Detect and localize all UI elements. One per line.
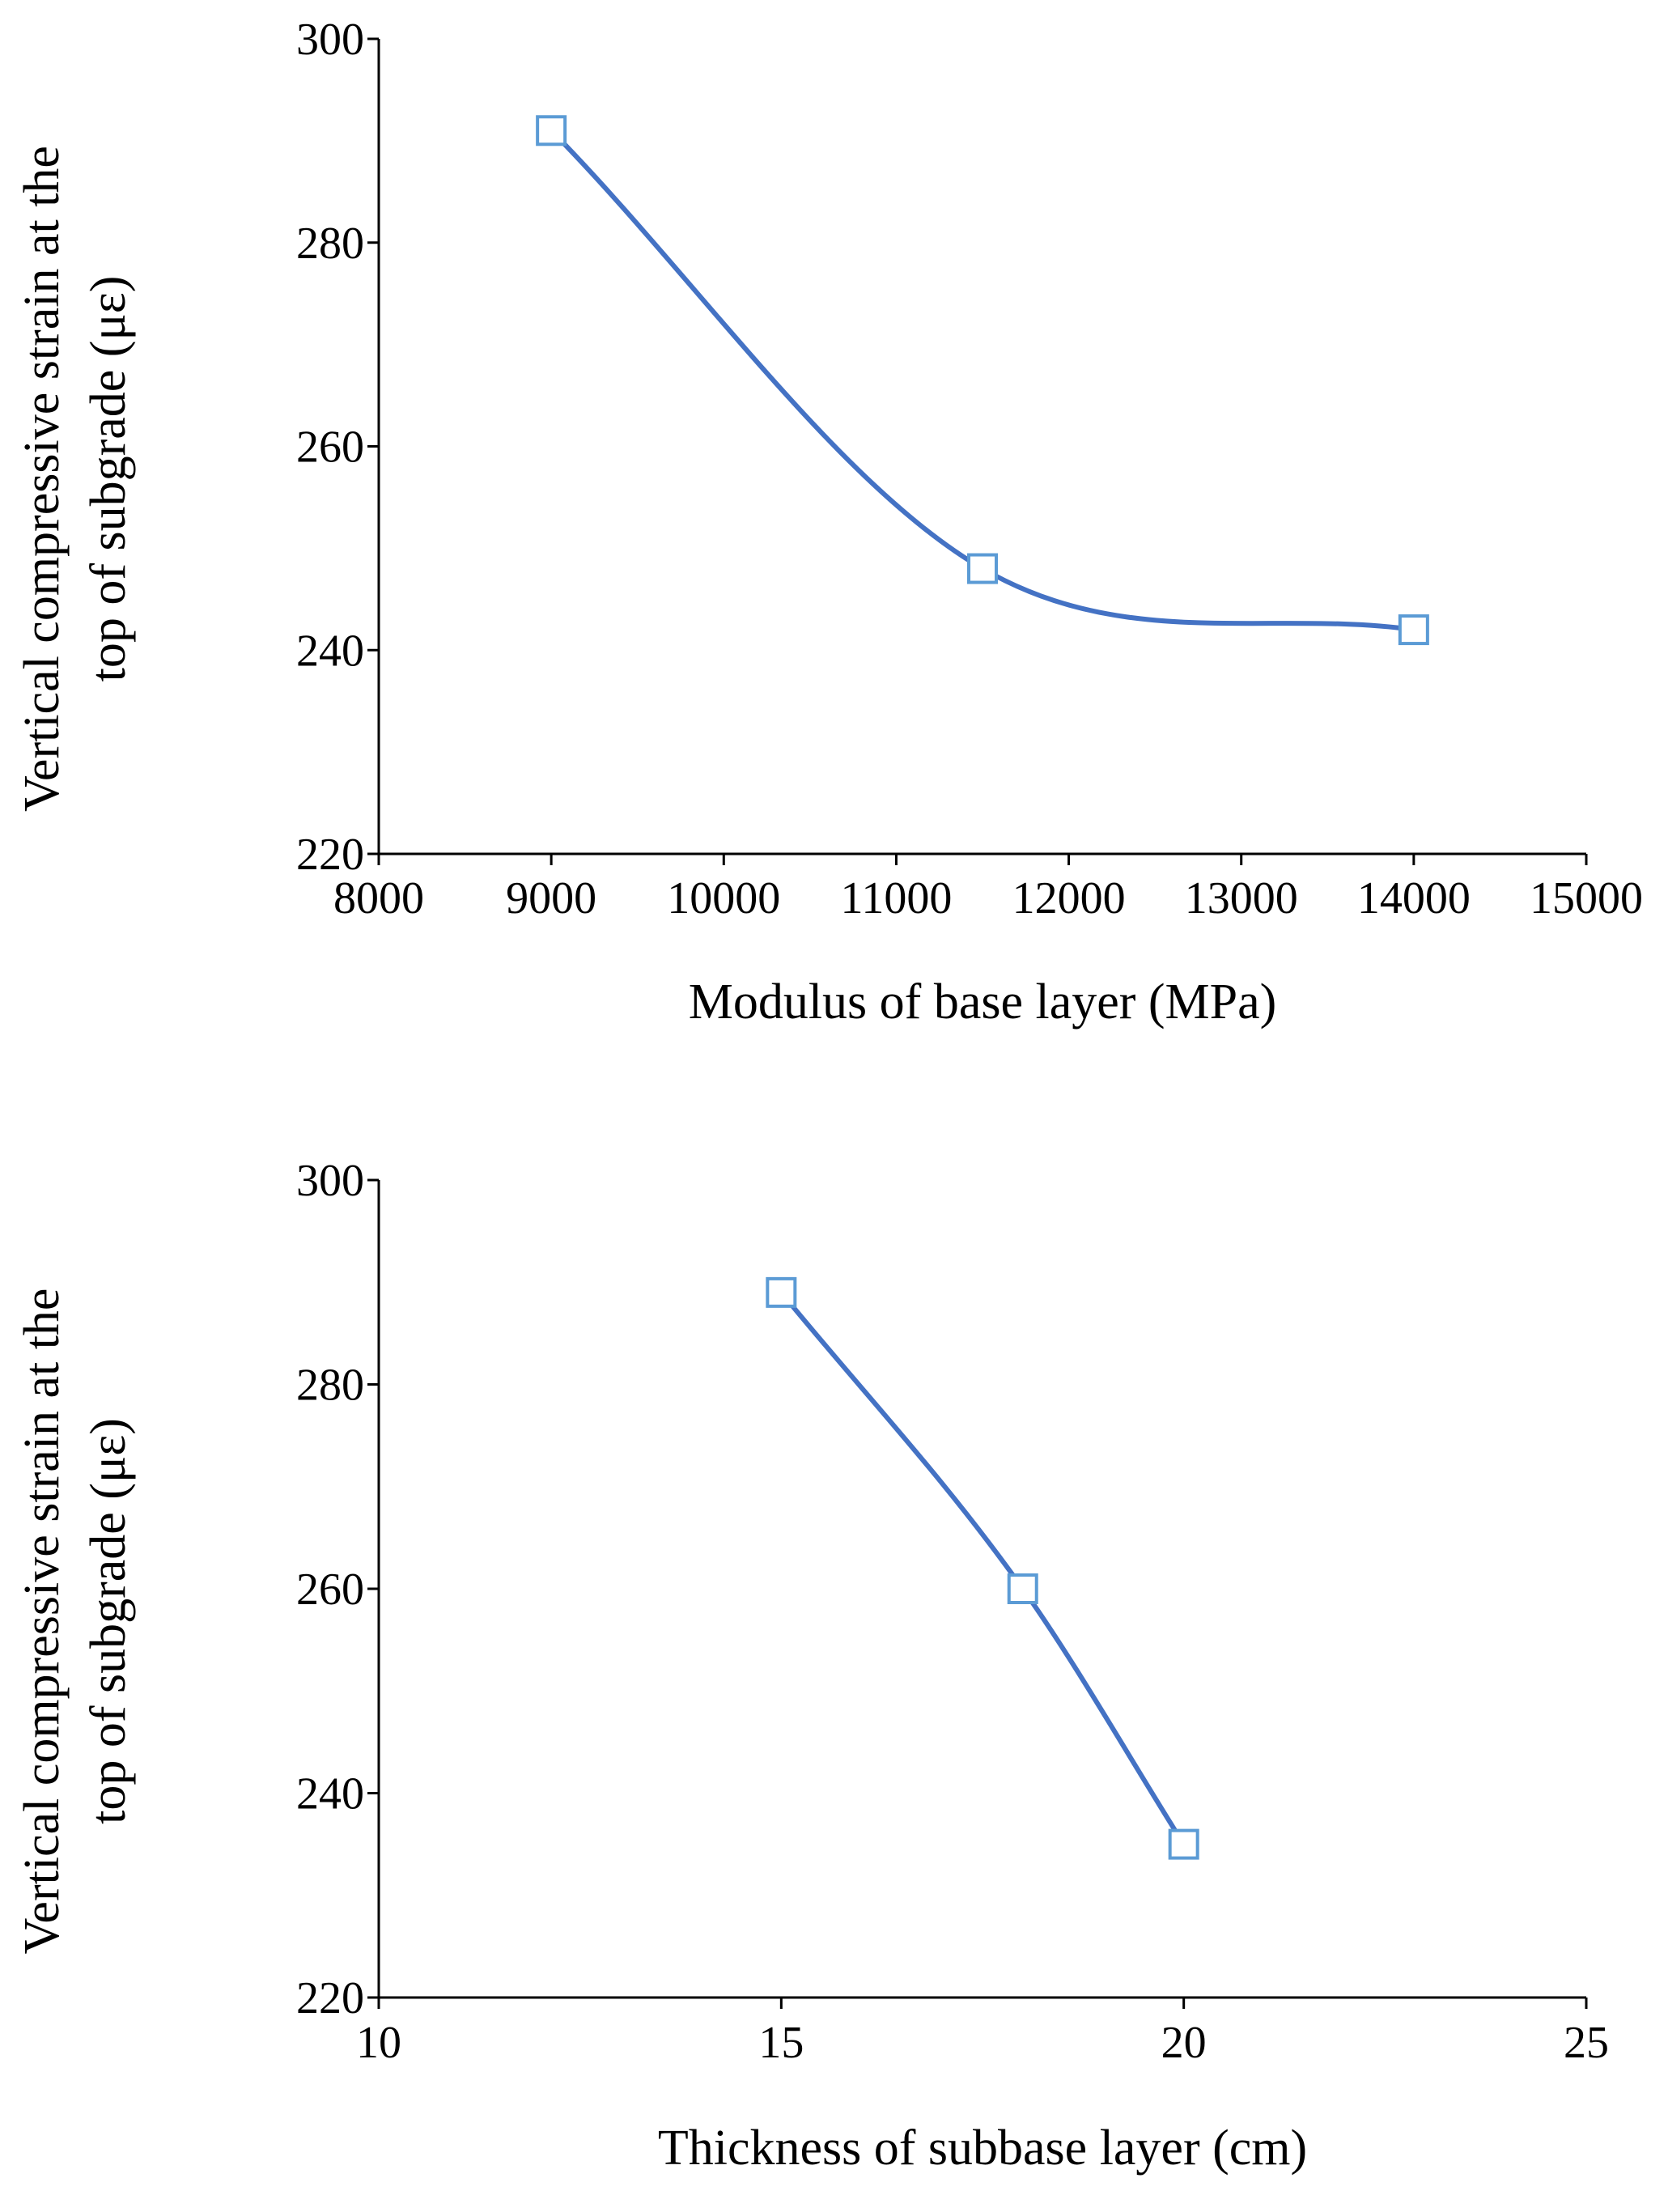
data-point-3 [1398, 614, 1429, 646]
x-axis-title: Thickness of subbase layer (cm) [658, 2121, 1307, 2176]
data-point-2 [1007, 1573, 1038, 1604]
x-tick-label: 20 [1161, 2018, 1207, 2068]
x-axis-title: Modulus of base layer (MPa) [689, 974, 1277, 1030]
y-tick-label: 280 [296, 1361, 364, 1411]
x-tick-label: 25 [1564, 2018, 1609, 2068]
y-axis-title-line-1: Vertical compressive strain at the [15, 1289, 70, 1955]
y-axis-title-line-2: top of subgrade (με) [81, 276, 136, 682]
x-tick-label: 10000 [667, 873, 780, 923]
x-tick-label: 15000 [1530, 873, 1643, 923]
x-tick-label: 9000 [506, 873, 596, 923]
data-point-2 [967, 553, 998, 584]
y-axis-title-line-2: top of subgrade (με) [81, 1418, 136, 1824]
y-tick-label: 240 [296, 626, 364, 676]
y-axis-title-line-1: Vertical compressive strain at the [15, 146, 70, 812]
series-line [779, 1289, 1186, 1847]
y-tick-label: 220 [296, 830, 364, 880]
x-tick-label: 13000 [1185, 873, 1298, 923]
data-point-1 [766, 1276, 797, 1308]
y-tick-label: 220 [296, 1973, 364, 2023]
series-line [549, 128, 1416, 633]
y-tick-label: 300 [296, 1156, 364, 1206]
data-point-1 [536, 115, 567, 146]
chart-panel-1: 220 240 260 280 300 8000 9000 10000 11000 12000 13… [15, 15, 1643, 1030]
data-point-3 [1168, 1828, 1199, 1860]
x-tick-label: 12000 [1012, 873, 1126, 923]
y-tick-label: 260 [296, 1565, 364, 1615]
chart-panel-2: 220 240 260 280 300 10 15 20 25 Thickness of subb… [15, 1156, 1609, 2176]
x-tick-label: 11000 [840, 873, 952, 923]
y-tick-label: 280 [296, 219, 364, 269]
x-tick-label: 8000 [333, 873, 424, 923]
x-tick-label: 15 [758, 2018, 804, 2068]
x-tick-label: 10 [356, 2018, 401, 2068]
y-tick-label: 300 [296, 15, 364, 65]
y-tick-label: 260 [296, 422, 364, 473]
x-tick-label: 14000 [1357, 873, 1471, 923]
y-tick-label: 240 [296, 1769, 364, 1819]
